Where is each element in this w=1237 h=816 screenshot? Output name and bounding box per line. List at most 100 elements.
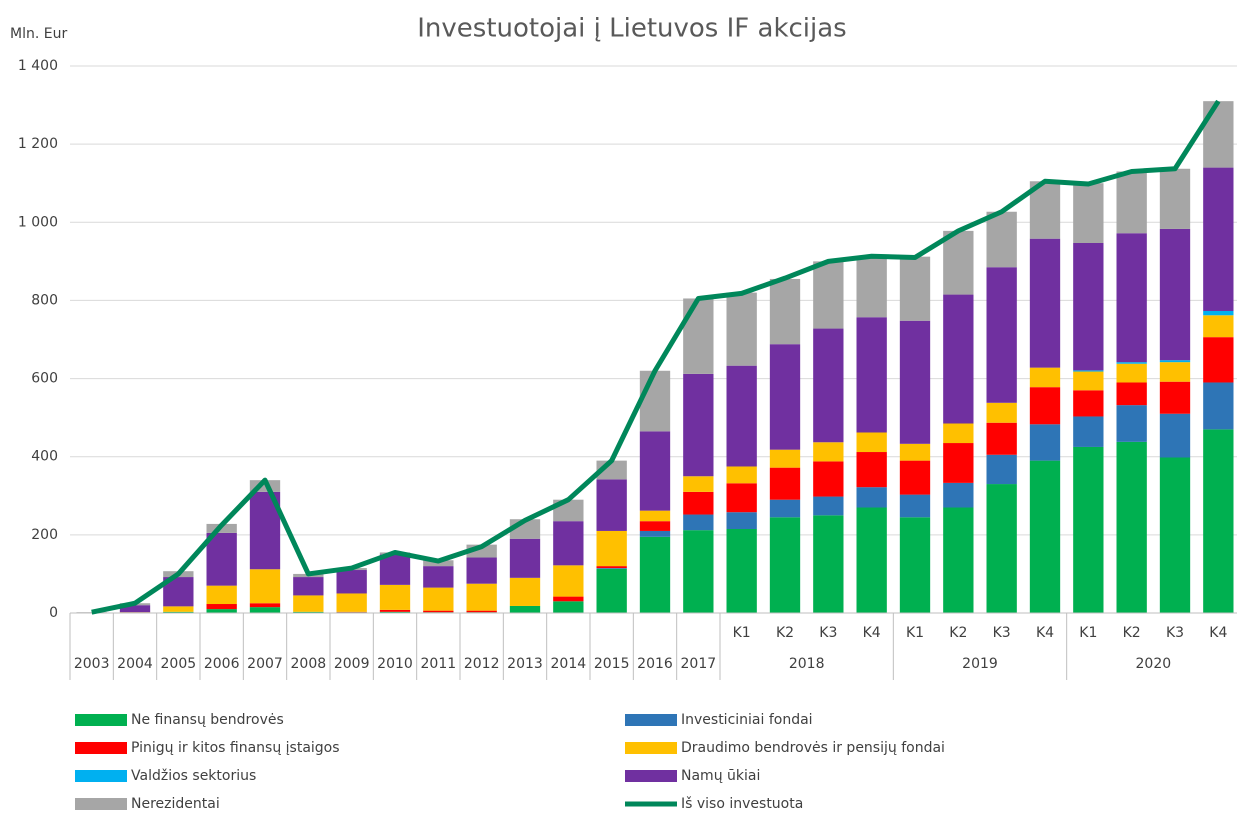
x-tick-label: K4	[1036, 625, 1054, 641]
bar-segment	[1116, 382, 1147, 406]
bar-segment	[379, 584, 411, 610]
bar-segment	[856, 452, 887, 488]
bar-segment	[1116, 171, 1147, 234]
legend-swatch	[75, 798, 127, 810]
bar-segment	[119, 605, 151, 613]
x-tick-label: 2017	[681, 656, 717, 672]
bar-segment	[1073, 183, 1104, 243]
bar-segment	[466, 610, 497, 613]
bar-segment	[639, 536, 671, 613]
x-tick-label: K1	[906, 625, 924, 641]
bar-segment	[293, 611, 324, 613]
bar-segment	[943, 230, 974, 295]
bar-segment	[1203, 382, 1234, 430]
legend-swatch	[625, 770, 677, 782]
bar-segment	[1159, 413, 1191, 458]
bar-segment	[986, 211, 1017, 268]
bar-segment	[423, 587, 454, 611]
legend-label: Iš viso investuota	[681, 796, 803, 812]
legend-swatch	[75, 770, 127, 782]
x-group-label: 2020	[1136, 656, 1172, 672]
bar-segment	[1073, 370, 1104, 372]
bar-segment	[683, 298, 714, 374]
x-tick-label: 2016	[637, 656, 673, 672]
bar-segment	[1116, 362, 1147, 364]
bar-segment	[249, 569, 281, 604]
bar-segment	[1029, 387, 1061, 425]
bar-segment	[553, 596, 584, 602]
x-tick-label: K3	[993, 625, 1011, 641]
bar-segment	[899, 443, 931, 461]
bar-segment	[1203, 167, 1234, 311]
bar-segment	[813, 461, 844, 497]
bar-segment	[769, 499, 801, 518]
bar-segment	[249, 607, 281, 613]
y-tick-label: 600	[31, 371, 58, 387]
bar-segment	[769, 517, 801, 613]
bar-segment	[163, 611, 194, 613]
bar-segment	[639, 510, 671, 522]
bar-segment	[856, 317, 887, 433]
bar-segment	[1116, 233, 1147, 363]
bar-segment	[1073, 446, 1104, 613]
bar-segment	[683, 373, 714, 477]
x-tick-label: K1	[1079, 625, 1097, 641]
bar-segment	[596, 568, 627, 613]
bar-segment	[1073, 371, 1104, 391]
bar-segment	[1029, 367, 1061, 388]
bar-segment	[943, 294, 974, 424]
bar-segment	[813, 442, 844, 462]
bar-segment	[553, 565, 584, 597]
legend-label: Investiciniai fondai	[681, 712, 813, 728]
x-tick-label: 2009	[334, 656, 370, 672]
bar-segment	[639, 530, 671, 537]
bar-segment	[206, 609, 237, 613]
bar-segment	[249, 603, 281, 608]
legend-label: Namų ūkiai	[681, 768, 760, 784]
x-tick-label: 2008	[291, 656, 327, 672]
x-tick-label: 2011	[421, 656, 457, 672]
bar-segment	[639, 521, 671, 531]
y-tick-label: 800	[31, 292, 58, 308]
bar-segment	[813, 515, 844, 613]
x-group-label: 2019	[962, 656, 998, 672]
x-tick-label: K4	[1209, 625, 1227, 641]
bar-segment	[1029, 424, 1061, 461]
bar-segment	[423, 566, 454, 588]
y-tick-label: 0	[49, 605, 58, 621]
y-axis-label: Mln. Eur	[10, 26, 67, 42]
bar-segment	[899, 320, 931, 444]
bar-segment	[466, 557, 497, 584]
bar-segment	[683, 476, 714, 492]
bar-segment	[899, 494, 931, 518]
x-tick-label: 2012	[464, 656, 500, 672]
y-tick-label: 1 400	[18, 58, 58, 74]
bar-segment	[769, 278, 801, 345]
bar-segment	[1159, 381, 1191, 414]
bar-segment	[943, 507, 974, 613]
bar-segment	[553, 521, 584, 566]
legend-label: Pinigų ir kitos finansų įstaigos	[131, 740, 340, 756]
legend-swatch	[625, 714, 677, 726]
bar-segment	[986, 484, 1017, 613]
bar-segment	[1203, 315, 1234, 338]
bar-segment	[769, 344, 801, 450]
bar-segment	[1029, 460, 1061, 613]
bar-segment	[639, 370, 671, 432]
bar-segment	[293, 595, 324, 612]
bar-segment	[726, 292, 757, 366]
x-tick-label: K2	[1123, 625, 1141, 641]
bar-segment	[1073, 416, 1104, 447]
bar-segment	[466, 583, 497, 611]
x-tick-label: 2005	[161, 656, 197, 672]
bar-segment	[986, 454, 1017, 485]
bar-segment	[206, 585, 237, 605]
bar-segment	[1203, 310, 1234, 316]
bar-segment	[553, 601, 584, 613]
y-tick-label: 400	[31, 449, 58, 465]
bar-segment	[1203, 337, 1234, 383]
bar-segment	[509, 577, 541, 606]
bar-segment	[986, 402, 1017, 423]
x-tick-label: 2006	[204, 656, 240, 672]
